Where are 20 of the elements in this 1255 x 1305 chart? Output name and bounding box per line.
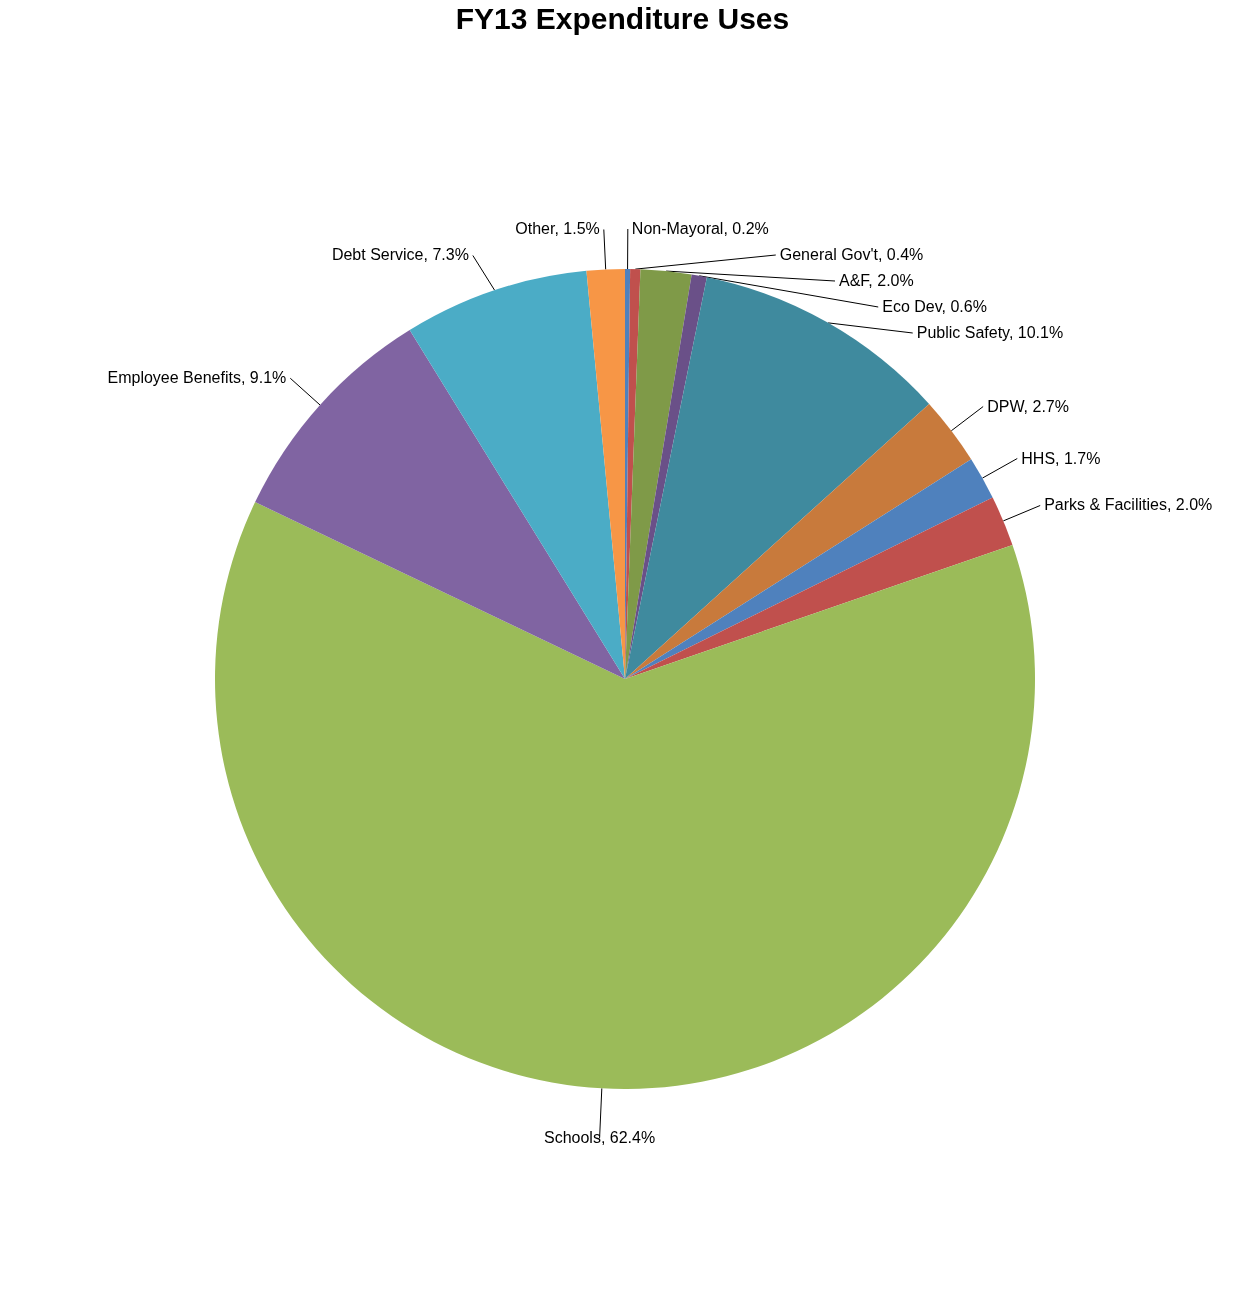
slice-label: A&F, 2.0% [839, 272, 914, 290]
slice-label: Eco Dev, 0.6% [882, 298, 987, 316]
pie-slice [625, 459, 993, 679]
slice-label: General Gov't, 0.4% [779, 246, 924, 264]
pie-slice [625, 274, 707, 679]
slice-label: Employee Benefits, 9.1% [107, 369, 287, 387]
chart-title: FY13 Expenditure Uses [455, 2, 790, 35]
pie-slice [625, 269, 692, 679]
slice-label: Schools, 62.4% [543, 1129, 656, 1147]
slice-label: DPW, 2.7% [987, 397, 1069, 415]
slice-label: Parks & Facilities, 2.0% [1044, 496, 1213, 514]
pie-slice [215, 502, 1035, 1089]
pie-slice [409, 270, 625, 679]
slice-label: Non-Mayoral, 0.2% [631, 220, 769, 238]
slice-label: Debt Service, 7.3% [331, 246, 469, 264]
slice-label: Public Safety, 10.1% [916, 324, 1064, 342]
slice-label: Other, 1.5% [515, 220, 600, 238]
pie-slice [625, 497, 1013, 679]
pie-slice [625, 404, 972, 679]
slice-label: HHS, 1.7% [1021, 449, 1101, 467]
